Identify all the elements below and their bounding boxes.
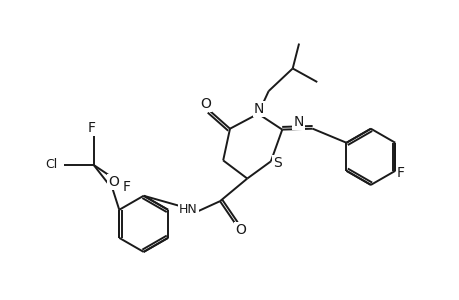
Text: Cl: Cl — [45, 158, 57, 170]
Text: O: O — [200, 97, 211, 111]
Text: O: O — [108, 175, 119, 189]
Text: N: N — [253, 102, 264, 116]
Text: HN: HN — [179, 203, 197, 216]
Text: F: F — [123, 180, 130, 194]
Text: F: F — [396, 166, 404, 180]
Text: S: S — [273, 156, 281, 170]
Text: N: N — [292, 115, 303, 129]
Text: O: O — [235, 223, 246, 237]
Text: F: F — [87, 121, 95, 135]
